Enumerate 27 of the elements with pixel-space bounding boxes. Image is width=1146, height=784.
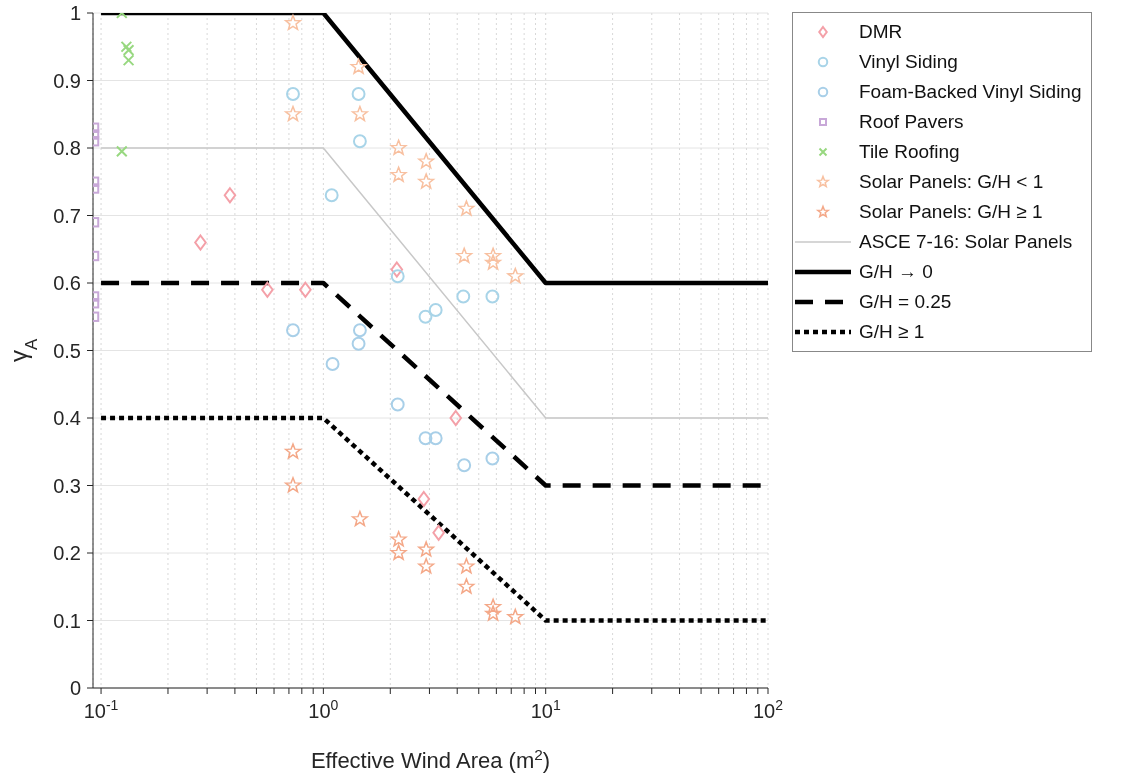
y-tick-label: 0.5 [53, 339, 81, 362]
legend-label: Solar Panels: G/H < 1 [859, 171, 1044, 193]
x-axis-title: Effective Wind Area (m$^{2}$) [310, 745, 551, 773]
y-tick-label: 0.9 [53, 69, 81, 92]
y-tick-label: 0.8 [53, 137, 81, 159]
y-tick-label: 1 [69, 2, 81, 24]
x-tick-label: 10$^{0}$ [308, 697, 339, 722]
y-tick-label: 0.3 [53, 474, 81, 497]
x-tick-label: 10$^{2}$ [752, 697, 784, 722]
y-tick-label: 0.1 [53, 609, 81, 632]
legend-label: ASCE 7-16: Solar Panels [859, 231, 1073, 253]
legend-label: G/H → 0 [859, 261, 933, 283]
legend-label: DMR [859, 21, 903, 43]
x-tick-label: 10$^{1}$ [530, 697, 561, 722]
legend-label: Tile Roofing [859, 141, 960, 163]
legend-label: Roof Pavers [859, 111, 964, 133]
legend-label: G/H = 0.25 [859, 291, 952, 313]
y-tick-label: 0.7 [53, 204, 81, 227]
y-tick-label: 0 [69, 677, 81, 699]
x-tick-label: 10$^{-1}$ [83, 697, 119, 722]
legend-label: Vinyl Siding [859, 51, 958, 73]
legend-label: G/H ≥ 1 [859, 321, 925, 343]
legend-label: Solar Panels: G/H ≥ 1 [859, 201, 1043, 223]
y-tick-label: 0.4 [53, 407, 81, 429]
legend-label: Foam-Backed Vinyl Siding [859, 81, 1082, 103]
y-tick-label: 0.2 [53, 542, 81, 564]
y-tick-label: 0.6 [53, 272, 81, 294]
